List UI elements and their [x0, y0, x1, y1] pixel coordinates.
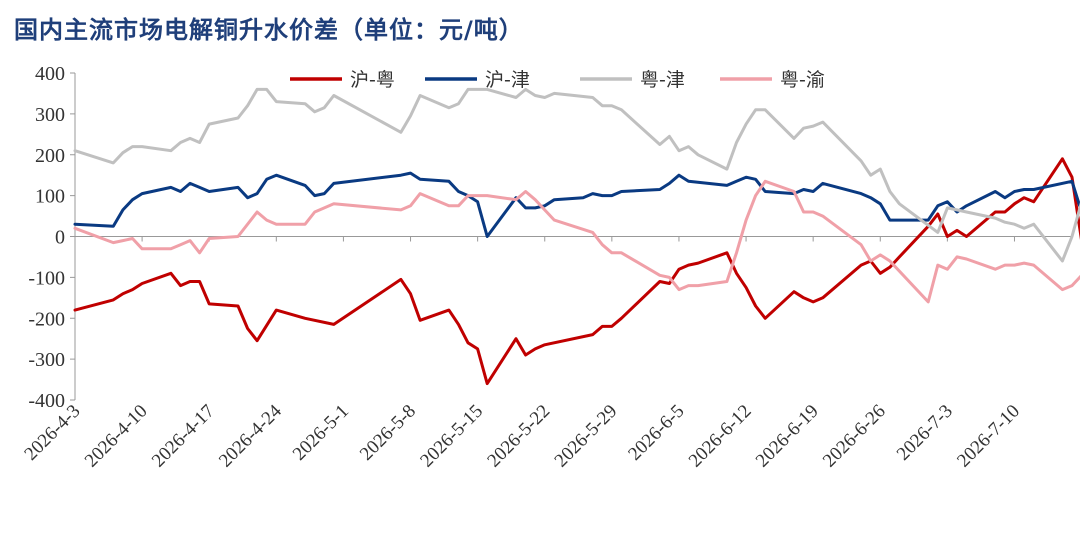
- legend-label: 沪-津: [485, 69, 530, 91]
- axes: -400-300-200-10001002003004002026-4-3202…: [20, 63, 1072, 472]
- y-tick-label: -100: [28, 267, 65, 289]
- legend-label: 沪-粤: [350, 69, 395, 91]
- legend-label: 粤-渝: [780, 69, 825, 91]
- x-tick-label: 2026-5-1: [289, 401, 353, 465]
- series-layer: [73, 87, 1080, 386]
- x-tick-label: 2026-6-26: [819, 401, 890, 472]
- x-tick-label: 2026-5-8: [356, 401, 420, 465]
- y-tick-label: 0: [55, 227, 65, 249]
- series-line-4: [73, 179, 1080, 304]
- y-tick-label: 400: [35, 63, 65, 85]
- x-tick-label: 2026-7-10: [953, 401, 1024, 472]
- x-tick-label: 2026-5-29: [551, 401, 622, 472]
- legend-label: 粤-津: [640, 69, 685, 91]
- x-tick-label: 2026-5-15: [416, 401, 487, 472]
- x-tick-label: 2026-6-19: [752, 401, 823, 472]
- y-tick-label: -300: [28, 349, 65, 371]
- y-tick-label: 200: [35, 145, 65, 167]
- series-line-3: [73, 87, 1080, 263]
- x-tick-label: 2026-4-24: [215, 400, 286, 471]
- x-tick-label: 2026-4-17: [148, 401, 219, 472]
- y-tick-label: -200: [28, 308, 65, 330]
- y-tick-label: -400: [28, 390, 65, 412]
- x-tick-label: 2026-6-12: [685, 401, 756, 472]
- x-tick-label: 2026-6-5: [624, 401, 688, 465]
- series-line-1: [73, 157, 1080, 386]
- x-tick-label: 2026-5-22: [483, 401, 554, 472]
- x-tick-label: 2026-7-3: [893, 401, 957, 465]
- chart-title: 国内主流市场电解铜升水价差（单位：元/吨）: [14, 16, 524, 44]
- y-tick-label: 300: [35, 104, 65, 126]
- legend: 沪-粤 沪-津 粤-津 粤-渝: [290, 69, 825, 91]
- y-tick-label: 100: [35, 186, 65, 208]
- x-tick-label: 2026-4-10: [81, 401, 152, 472]
- series-line-2: [73, 171, 1080, 238]
